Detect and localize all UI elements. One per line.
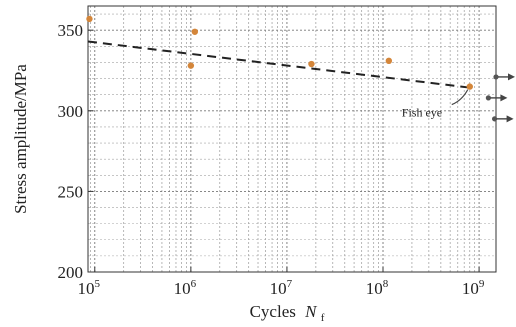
data-point bbox=[385, 57, 393, 65]
annotation-leader bbox=[451, 89, 469, 106]
runout-arrowhead bbox=[508, 73, 515, 81]
x-axis-label-subscript: f bbox=[321, 312, 325, 324]
x-tick-base: 10 bbox=[78, 279, 95, 298]
data-point bbox=[187, 62, 195, 69]
y-axis: 200 250 300 350 bbox=[58, 21, 93, 282]
x-tick-label: 108 bbox=[366, 278, 389, 298]
runout-arrow bbox=[491, 115, 514, 123]
runout-arrowhead bbox=[506, 115, 514, 123]
x-tick-label: 105 bbox=[78, 278, 101, 298]
x-tick-exponent: 7 bbox=[287, 278, 293, 290]
y-tick-label: 350 bbox=[58, 21, 84, 40]
y-tick-label: 300 bbox=[58, 102, 84, 121]
runout-arrowhead bbox=[500, 94, 508, 102]
x-axis-label: Cycles N f bbox=[250, 302, 325, 324]
x-tick-label: 107 bbox=[270, 278, 293, 298]
y-tick-label: 250 bbox=[58, 182, 84, 201]
x-tick-exponent: 6 bbox=[191, 278, 197, 290]
annotation: Fish eye bbox=[402, 89, 469, 120]
x-axis-label-text: Cycles bbox=[250, 302, 296, 321]
runout-point bbox=[485, 95, 491, 101]
runout-arrows bbox=[485, 73, 515, 123]
data-point bbox=[191, 28, 199, 35]
x-axis: 105 106 107 108 109 bbox=[78, 267, 485, 298]
x-axis-label-symbol: N bbox=[304, 302, 318, 321]
fit-line bbox=[87, 40, 475, 90]
runout-point bbox=[493, 74, 499, 80]
plot-frame bbox=[87, 5, 497, 273]
data-points bbox=[86, 15, 473, 90]
runout-arrow bbox=[485, 94, 508, 102]
runout-arrow bbox=[493, 73, 515, 81]
x-tick-exponent: 8 bbox=[383, 278, 389, 290]
runout-point bbox=[491, 116, 498, 122]
grid bbox=[88, 6, 496, 272]
x-tick-base: 10 bbox=[270, 279, 287, 298]
x-tick-exponent: 5 bbox=[95, 278, 101, 290]
x-tick-base: 10 bbox=[366, 279, 383, 298]
x-tick-label: 109 bbox=[462, 278, 485, 298]
y-tick-label: 200 bbox=[58, 263, 84, 282]
data-point bbox=[466, 83, 473, 90]
data-point bbox=[308, 60, 315, 68]
data-point bbox=[86, 15, 93, 23]
x-tick-label: 106 bbox=[174, 278, 197, 298]
annotation-label: Fish eye bbox=[402, 106, 442, 120]
x-tick-base: 10 bbox=[174, 279, 191, 298]
y-axis-label: Stress amplitude/MPa bbox=[11, 64, 30, 214]
x-tick-exponent: 9 bbox=[479, 278, 485, 290]
x-tick-base: 10 bbox=[462, 279, 479, 298]
